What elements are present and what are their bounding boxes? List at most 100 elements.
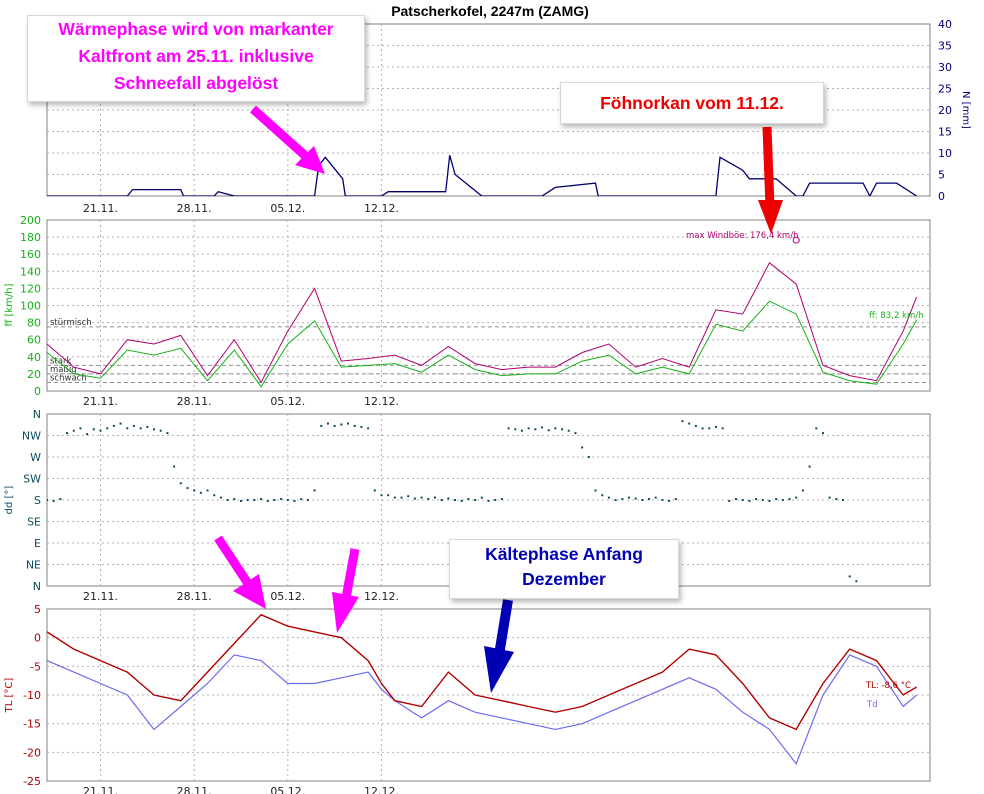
direction-point bbox=[186, 487, 189, 490]
direction-point bbox=[206, 489, 209, 492]
date-tick-label: 21.11. bbox=[83, 395, 118, 408]
date-tick-label: 21.11. bbox=[83, 202, 118, 215]
foehn-line: Föhnorkan vom 11.12. bbox=[600, 93, 784, 113]
direction-point bbox=[601, 494, 604, 497]
direction-axis-label: dd [°] bbox=[4, 486, 15, 515]
direction-point bbox=[300, 498, 303, 501]
y-tick-label: 120 bbox=[20, 282, 41, 295]
direction-point bbox=[801, 489, 804, 492]
wind-reference-label: schwach bbox=[50, 373, 87, 383]
direction-point bbox=[835, 498, 838, 501]
direction-point bbox=[487, 499, 490, 502]
direction-point bbox=[126, 427, 129, 430]
direction-point bbox=[139, 427, 142, 430]
direction-point bbox=[554, 427, 557, 430]
direction-point bbox=[320, 424, 323, 427]
date-tick-label: 12.12. bbox=[364, 202, 399, 215]
direction-point bbox=[293, 499, 296, 502]
direction-point bbox=[72, 429, 75, 432]
temperature-axis-label: TL [°C] bbox=[4, 678, 15, 714]
y-tick-label: NW bbox=[22, 430, 41, 443]
direction-point bbox=[59, 498, 62, 501]
direction-point bbox=[106, 427, 109, 430]
wind-reference-label: stürmisch bbox=[50, 318, 92, 328]
date-tick-label: 12.12. bbox=[364, 395, 399, 408]
annotation-arrows bbox=[214, 105, 783, 693]
direction-point bbox=[828, 496, 831, 499]
direction-point bbox=[447, 497, 450, 500]
y-tick-label: 20 bbox=[27, 368, 41, 381]
direction-point bbox=[306, 499, 309, 501]
direction-point bbox=[454, 499, 457, 501]
date-tick-label: 28.11. bbox=[177, 785, 212, 794]
date-tick-label: 21.11. bbox=[83, 590, 118, 603]
direction-point bbox=[621, 498, 624, 501]
y-tick-label: 80 bbox=[27, 317, 41, 330]
direction-point bbox=[641, 499, 644, 501]
direction-point bbox=[627, 496, 630, 499]
warm-phase-line-2: Kaltfront am 25.11. inklusive bbox=[78, 46, 314, 66]
y-tick-label: 5 bbox=[34, 603, 41, 616]
red-arrow-head bbox=[758, 200, 783, 234]
magenta-arrow-shaft-2 bbox=[214, 535, 251, 585]
direction-point bbox=[547, 429, 550, 432]
magenta-arrow-shaft-1 bbox=[249, 105, 314, 164]
magenta-arrow-head-1 bbox=[295, 146, 325, 174]
direction-point bbox=[714, 425, 717, 428]
direction-point bbox=[407, 495, 410, 498]
direction-point bbox=[668, 499, 671, 502]
wind-gust-line bbox=[47, 262, 918, 384]
direction-point bbox=[721, 427, 724, 430]
direction-point bbox=[561, 428, 564, 431]
direction-point bbox=[179, 482, 182, 485]
y-tick-label: 5 bbox=[938, 169, 945, 182]
direction-point bbox=[253, 499, 256, 501]
y-tick-label: 200 bbox=[20, 214, 41, 227]
direction-point bbox=[701, 427, 704, 430]
direction-point bbox=[821, 432, 824, 435]
magenta-arrow-shaft-3 bbox=[341, 548, 360, 599]
date-tick-label: 12.12. bbox=[364, 590, 399, 603]
direction-point bbox=[842, 499, 845, 501]
direction-point bbox=[360, 425, 363, 428]
direction-point bbox=[581, 446, 584, 449]
direction-point bbox=[768, 499, 771, 502]
y-tick-label: -15 bbox=[23, 718, 41, 731]
temperature-current-label: TL: -8,6 °C bbox=[865, 681, 911, 691]
foehn-callout: Föhnorkan vom 11.12. bbox=[560, 82, 824, 124]
y-tick-label: SW bbox=[23, 473, 41, 486]
direction-point bbox=[273, 499, 276, 501]
y-tick-label: -5 bbox=[30, 660, 41, 673]
y-tick-label: 0 bbox=[34, 632, 41, 645]
y-tick-label: -20 bbox=[23, 746, 41, 759]
direction-point bbox=[855, 580, 858, 583]
y-tick-label: NE bbox=[26, 559, 41, 572]
direction-point bbox=[534, 428, 537, 431]
direction-point bbox=[340, 423, 343, 426]
y-tick-label: 100 bbox=[20, 300, 41, 313]
direction-point bbox=[748, 499, 751, 502]
warm-phase-line-3: Schneefall abgelöst bbox=[113, 73, 279, 93]
direction-point bbox=[219, 496, 222, 499]
direction-point bbox=[66, 432, 69, 435]
direction-point bbox=[260, 498, 263, 501]
direction-point bbox=[326, 422, 329, 425]
max-gust-marker bbox=[792, 236, 800, 244]
direction-point bbox=[400, 496, 403, 499]
direction-point bbox=[460, 499, 463, 502]
y-tick-label: 25 bbox=[938, 83, 952, 96]
direction-point bbox=[494, 499, 497, 501]
direction-point bbox=[735, 498, 738, 501]
direction-point bbox=[761, 499, 764, 501]
direction-point bbox=[146, 425, 149, 428]
blue-arrow-head bbox=[484, 646, 514, 693]
direction-point bbox=[594, 489, 597, 492]
direction-point bbox=[708, 427, 711, 430]
direction-point bbox=[648, 498, 651, 501]
chart-title: Patscherkofel, 2247m (ZAMG) bbox=[391, 3, 589, 19]
date-tick-label: 21.11. bbox=[83, 785, 118, 794]
direction-point bbox=[607, 496, 610, 499]
y-tick-label: 60 bbox=[27, 334, 41, 347]
direction-point bbox=[474, 499, 477, 501]
direction-point bbox=[239, 499, 242, 502]
